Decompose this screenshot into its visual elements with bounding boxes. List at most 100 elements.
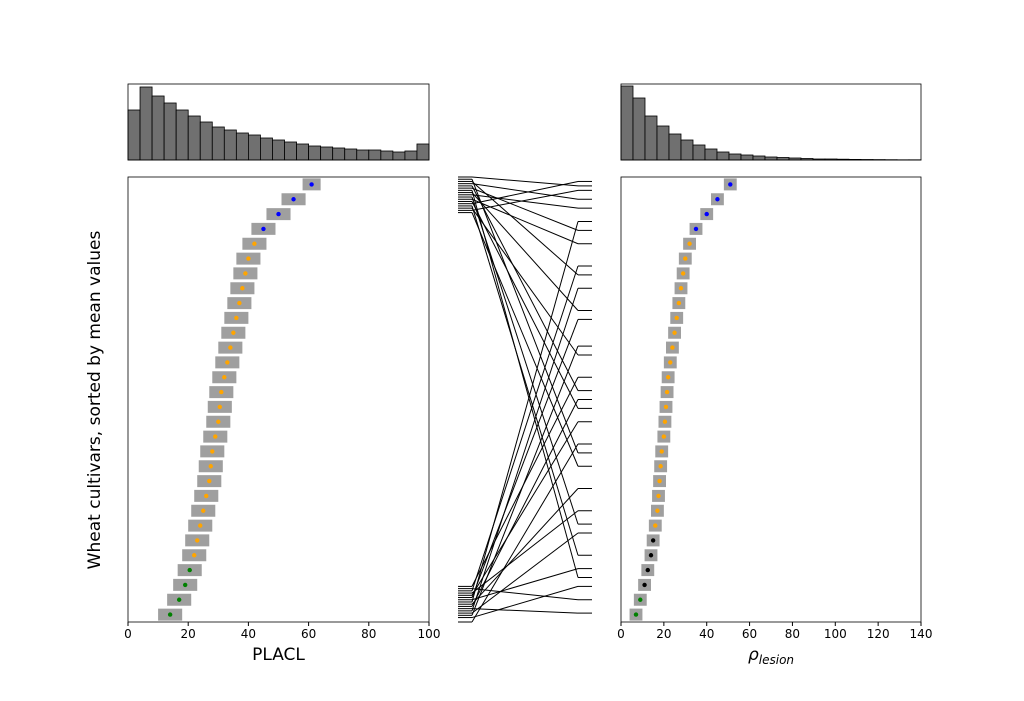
frame (620, 176, 922, 623)
mean-point (715, 197, 720, 202)
x-tick-label: 80 (361, 627, 376, 641)
mean-point (633, 612, 639, 617)
mean-point (670, 345, 675, 350)
mean-point (693, 226, 699, 232)
link (471, 181, 579, 276)
link (471, 198, 579, 245)
mean-point (309, 182, 314, 187)
x-tick-label: 140 (910, 627, 933, 641)
frame (127, 176, 430, 623)
link (471, 377, 579, 587)
histogram-bar (668, 133, 682, 161)
mean-point (234, 315, 239, 321)
histogram-bar (151, 95, 165, 161)
link (471, 221, 579, 603)
histogram-bar (139, 86, 153, 161)
link (471, 345, 579, 616)
mean-point (650, 538, 656, 543)
histogram-bar (296, 143, 309, 161)
mean-point (216, 419, 221, 424)
link (471, 192, 579, 311)
mean-point (217, 404, 223, 410)
link (471, 265, 579, 592)
frame (127, 83, 430, 161)
mean-point (291, 197, 296, 202)
histogram-bar (620, 85, 634, 161)
mean-point (207, 478, 212, 484)
histogram-bar (127, 109, 141, 161)
histogram-bar (680, 139, 694, 161)
histogram-bar (716, 151, 730, 161)
mean-point (668, 360, 673, 365)
symbol: ρ (748, 645, 759, 665)
link (471, 196, 579, 525)
mean-point (658, 464, 663, 469)
histogram-bar (632, 97, 646, 161)
histogram-bar (187, 115, 201, 161)
histogram-bar (223, 129, 237, 161)
histogram-bar (308, 145, 322, 161)
histogram-bar (272, 139, 285, 161)
mean-point (261, 226, 266, 232)
mean-point (672, 330, 677, 335)
mean-point (219, 389, 224, 395)
histogram-bar (404, 150, 418, 161)
mean-point (237, 300, 242, 306)
link (471, 179, 579, 454)
histogram-bar (199, 121, 213, 161)
histogram-bar (320, 146, 334, 161)
mean-point (204, 493, 209, 499)
mean-point (231, 330, 236, 335)
mean-point (674, 315, 679, 321)
mean-point (176, 597, 182, 602)
link (471, 176, 579, 187)
link (471, 532, 579, 614)
link (471, 488, 579, 605)
x-tick-label: 20 (181, 627, 196, 641)
histogram-bar (752, 155, 766, 161)
link (471, 443, 579, 623)
mean-point (252, 241, 257, 246)
x-tick-label: 60 (742, 627, 757, 641)
link (471, 288, 579, 612)
x-tick-label: 40 (241, 627, 256, 641)
mean-point (243, 271, 248, 276)
link (471, 205, 579, 556)
x-tick-label: 20 (656, 627, 671, 641)
mean-point (276, 211, 281, 217)
mean-point (663, 404, 669, 410)
mean-point (662, 419, 668, 424)
histogram-bar (332, 147, 346, 161)
histogram-bar (644, 115, 658, 161)
histogram-bar (728, 153, 742, 161)
mean-point (225, 360, 230, 365)
histogram-bar (704, 148, 718, 161)
histogram-bar (656, 125, 670, 161)
mean-point (638, 597, 643, 602)
x-tick-label: 0 (617, 627, 625, 641)
link (471, 201, 579, 409)
mean-point (665, 375, 671, 380)
histogram-bar (175, 109, 189, 161)
x-axis-label: ρlesion (748, 645, 794, 667)
mean-point (187, 567, 192, 573)
x-tick-label: 100 (824, 627, 847, 641)
frame (620, 83, 922, 161)
mean-point (198, 523, 203, 528)
mean-point (664, 389, 670, 395)
mean-point (195, 538, 200, 543)
mean-point (676, 300, 682, 306)
subscript: lesion (759, 653, 794, 667)
x-tick-label: 40 (699, 627, 714, 641)
mean-point (246, 256, 251, 261)
link (471, 180, 579, 205)
x-tick-label: 0 (124, 627, 132, 641)
link (471, 421, 579, 596)
mean-point (648, 553, 654, 558)
mean-point (661, 434, 667, 439)
histogram-bar (247, 134, 261, 161)
link (471, 399, 579, 607)
mean-point (192, 553, 197, 558)
link (471, 568, 579, 601)
